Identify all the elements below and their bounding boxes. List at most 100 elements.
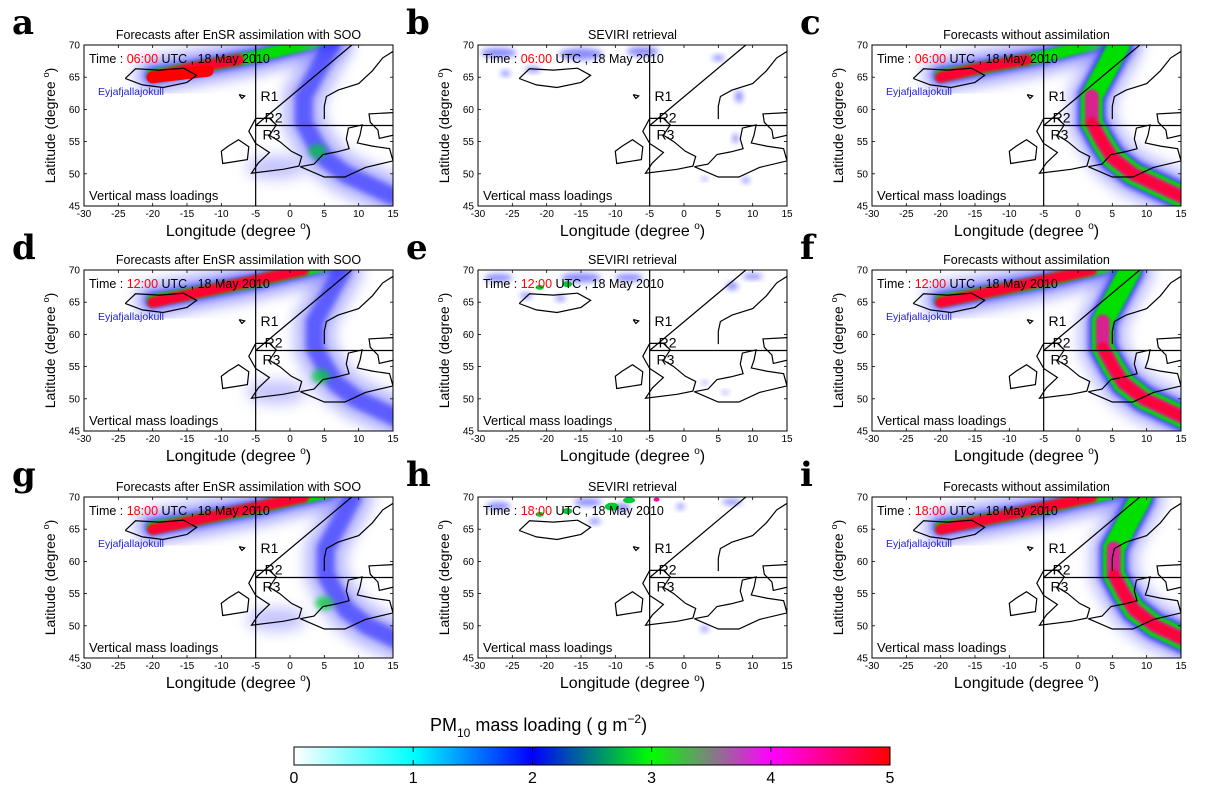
x-tick-label: -20 (539, 209, 554, 220)
y-axis-label: Latitude (degree o) (41, 293, 58, 409)
x-axis-label: Longitude (degree o) (166, 221, 311, 240)
panel-plot-area: R1 R2 R3 Time : 06:00 UTC , 18 May 2010 Vert… (478, 45, 787, 206)
x-axis-label: Longitude (degree o) (954, 673, 1099, 692)
panel-letter: d (12, 228, 36, 268)
x-tick-label: -30 (471, 209, 486, 220)
x-tick-label: 5 (1110, 209, 1116, 220)
y-tick-label: 55 (463, 589, 475, 600)
region-label-r3: R3 (1051, 127, 1069, 143)
region-label-r1: R1 (1048, 313, 1066, 329)
y-tick-label: 70 (69, 41, 81, 52)
map-panel-e: e SEVIRI retrieval R1 R2 R3 Time : 12:00 UTC … (406, 228, 793, 465)
x-tick-label: -15 (180, 209, 195, 220)
volcano-label: Eyjafjallajokull (98, 86, 164, 98)
y-tick-label: 65 (463, 73, 475, 84)
map-panel-f: f Forecasts without assimilation R1 R2 R3 Tim… (800, 228, 1187, 465)
vertical-mass-label: Vertical mass loadings (483, 188, 613, 203)
region-label-r3: R3 (263, 352, 281, 368)
coastlines (912, 50, 1181, 178)
y-tick-label: 60 (857, 557, 869, 568)
y-tick-label: 65 (69, 525, 81, 536)
map-panel-h: h SEVIRI retrieval R1 R2 R3 Time : 18:00 UTC … (406, 455, 793, 692)
plot-frame (477, 269, 788, 432)
region-label-r1: R1 (1048, 88, 1066, 104)
panel-title: Forecasts without assimilation (943, 253, 1110, 267)
time-label: Time : 12:00 UTC , 18 May 2010 (483, 277, 664, 291)
x-tick-label: -25 (899, 661, 914, 672)
x-tick-label: -25 (505, 661, 520, 672)
x-tick-label: 5 (1110, 661, 1116, 672)
y-tick-label: 45 (69, 654, 81, 665)
x-tick-label: -10 (214, 661, 229, 672)
x-axis-label: Longitude (degree o) (954, 221, 1099, 240)
x-tick-label: -30 (471, 434, 486, 445)
region-label-r1: R1 (260, 540, 278, 556)
region-boundaries (255, 497, 393, 658)
x-tick-label: -10 (608, 661, 623, 672)
time-label: Time : 12:00 UTC , 18 May 2010 (877, 277, 1058, 291)
map-panel-g: g Forecasts after EnSR assimilation with … (12, 455, 399, 692)
y-tick-label: 45 (69, 427, 81, 438)
y-tick-label: 55 (69, 589, 81, 600)
y-tick-label: 50 (857, 169, 869, 180)
region-label-r3: R3 (657, 579, 675, 595)
x-tick-label: -15 (180, 661, 195, 672)
region-label-r1: R1 (260, 88, 278, 104)
volcano-label: Eyjafjallajokull (886, 86, 952, 98)
x-tick-label: 10 (353, 434, 365, 445)
panels-layer: a Forecasts after EnSR assimilation with … (12, 3, 1187, 692)
panel-title: Forecasts after EnSR assimilation with S… (116, 480, 361, 494)
x-tick-label: -5 (645, 661, 654, 672)
y-tick-label: 70 (463, 493, 475, 504)
y-tick-label: 50 (69, 169, 81, 180)
y-axis-label: Latitude (degree o) (829, 68, 846, 184)
x-tick-label: 10 (747, 434, 759, 445)
y-tick-label: 55 (463, 362, 475, 373)
vertical-mass-label: Vertical mass loadings (877, 188, 1007, 203)
x-tick-label: -5 (645, 209, 654, 220)
region-label-r2: R2 (659, 109, 677, 125)
x-tick-label: 0 (681, 661, 687, 672)
y-tick-label: 65 (69, 73, 81, 84)
y-axis-label: Latitude (degree o) (41, 520, 58, 636)
x-tick-label: -30 (865, 209, 880, 220)
x-tick-label: -30 (865, 434, 880, 445)
x-tick-label: -25 (111, 661, 126, 672)
y-tick-label: 45 (857, 654, 869, 665)
coastlines (518, 275, 787, 403)
region-boundaries (255, 270, 393, 431)
y-tick-label: 55 (857, 362, 869, 373)
panel-plot-area: R1 R2 R3 Time : 18:00 UTC , 18 May 2010 Eyja… (84, 497, 393, 658)
vertical-mass-label: Vertical mass loadings (89, 640, 219, 655)
region-label-r2: R2 (1053, 334, 1071, 350)
x-tick-label: -10 (1002, 434, 1017, 445)
region-label-r3: R3 (1051, 352, 1069, 368)
x-tick-label: -15 (574, 434, 589, 445)
time-label: Time : 18:00 UTC , 18 May 2010 (877, 504, 1058, 518)
x-tick-label: 0 (681, 434, 687, 445)
x-tick-label: -20 (933, 209, 948, 220)
y-axis-label: Latitude (degree o) (829, 293, 846, 409)
y-tick-label: 50 (463, 621, 475, 632)
y-tick-label: 65 (857, 525, 869, 536)
region-label-r1: R1 (654, 88, 672, 104)
region-label-r2: R2 (1053, 561, 1071, 577)
map-panel-c: c Forecasts without assimilation R1 R2 R3 Tim… (800, 3, 1187, 240)
y-tick-label: 55 (857, 137, 869, 148)
panel-letter: c (800, 3, 821, 43)
region-label-r2: R2 (659, 334, 677, 350)
plot-frame (871, 44, 1182, 207)
x-tick-label: 5 (716, 661, 722, 672)
coastlines (912, 502, 1181, 630)
vertical-mass-label: Vertical mass loadings (89, 188, 219, 203)
x-tick-label: 15 (781, 434, 793, 445)
colorbar-tick-label: 4 (766, 770, 775, 787)
panel-title: SEVIRI retrieval (588, 480, 677, 494)
x-tick-label: 0 (287, 209, 293, 220)
x-tick-label: 10 (747, 661, 759, 672)
x-tick-label: -20 (933, 434, 948, 445)
x-axis-label: Longitude (degree o) (954, 446, 1099, 465)
x-tick-label: 15 (387, 209, 399, 220)
x-tick-label: -20 (145, 434, 160, 445)
x-tick-label: 10 (353, 661, 365, 672)
